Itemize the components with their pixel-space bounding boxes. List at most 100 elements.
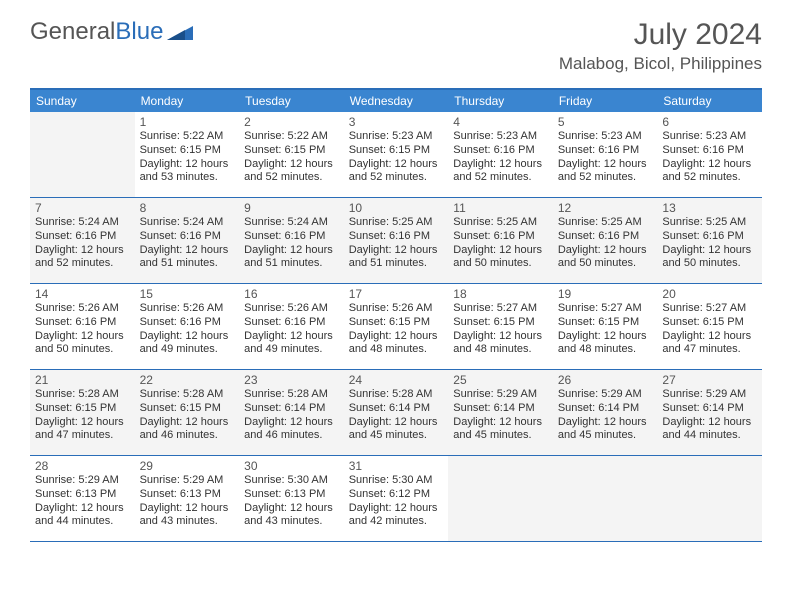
weekday-header-cell: Sunday (30, 90, 135, 112)
day-cell: 3Sunrise: 5:23 AMSunset: 6:15 PMDaylight… (344, 112, 449, 197)
sunset-text: Sunset: 6:12 PM (349, 488, 444, 502)
sunset-text: Sunset: 6:14 PM (349, 402, 444, 416)
daylight-text: Daylight: 12 hours and 50 minutes. (662, 244, 757, 272)
daylight-text: Daylight: 12 hours and 52 minutes. (35, 244, 130, 272)
day-info: Sunrise: 5:26 AMSunset: 6:16 PMDaylight:… (244, 302, 339, 357)
sunset-text: Sunset: 6:16 PM (140, 316, 235, 330)
sunset-text: Sunset: 6:15 PM (140, 402, 235, 416)
sunset-text: Sunset: 6:16 PM (244, 316, 339, 330)
day-number: 7 (35, 201, 130, 215)
sunset-text: Sunset: 6:16 PM (35, 316, 130, 330)
sunrise-text: Sunrise: 5:23 AM (349, 130, 444, 144)
daylight-text: Daylight: 12 hours and 42 minutes. (349, 502, 444, 530)
weekday-header-cell: Tuesday (239, 90, 344, 112)
sunset-text: Sunset: 6:16 PM (662, 144, 757, 158)
location-text: Malabog, Bicol, Philippines (559, 54, 762, 74)
day-info: Sunrise: 5:30 AMSunset: 6:12 PMDaylight:… (349, 474, 444, 529)
day-number: 17 (349, 287, 444, 301)
day-cell: 16Sunrise: 5:26 AMSunset: 6:16 PMDayligh… (239, 284, 344, 369)
logo-text-general: General (30, 18, 115, 46)
day-info: Sunrise: 5:27 AMSunset: 6:15 PMDaylight:… (558, 302, 653, 357)
day-number: 14 (35, 287, 130, 301)
day-cell: 15Sunrise: 5:26 AMSunset: 6:16 PMDayligh… (135, 284, 240, 369)
month-title: July 2024 (559, 18, 762, 52)
weekday-header-cell: Saturday (657, 90, 762, 112)
day-info: Sunrise: 5:25 AMSunset: 6:16 PMDaylight:… (453, 216, 548, 271)
sunrise-text: Sunrise: 5:27 AM (662, 302, 757, 316)
day-cell: 26Sunrise: 5:29 AMSunset: 6:14 PMDayligh… (553, 370, 658, 455)
daylight-text: Daylight: 12 hours and 48 minutes. (558, 330, 653, 358)
day-info: Sunrise: 5:28 AMSunset: 6:15 PMDaylight:… (140, 388, 235, 443)
day-cell: 17Sunrise: 5:26 AMSunset: 6:15 PMDayligh… (344, 284, 449, 369)
day-number: 18 (453, 287, 548, 301)
day-info: Sunrise: 5:29 AMSunset: 6:13 PMDaylight:… (140, 474, 235, 529)
day-number: 15 (140, 287, 235, 301)
day-number: 8 (140, 201, 235, 215)
sunrise-text: Sunrise: 5:30 AM (349, 474, 444, 488)
day-info: Sunrise: 5:26 AMSunset: 6:16 PMDaylight:… (140, 302, 235, 357)
day-cell: 7Sunrise: 5:24 AMSunset: 6:16 PMDaylight… (30, 198, 135, 283)
day-number: 5 (558, 115, 653, 129)
sunrise-text: Sunrise: 5:28 AM (349, 388, 444, 402)
weekday-header-cell: Thursday (448, 90, 553, 112)
day-cell: 14Sunrise: 5:26 AMSunset: 6:16 PMDayligh… (30, 284, 135, 369)
daylight-text: Daylight: 12 hours and 45 minutes. (558, 416, 653, 444)
sunset-text: Sunset: 6:16 PM (349, 230, 444, 244)
day-info: Sunrise: 5:22 AMSunset: 6:15 PMDaylight:… (244, 130, 339, 185)
sunrise-text: Sunrise: 5:23 AM (662, 130, 757, 144)
sunset-text: Sunset: 6:13 PM (35, 488, 130, 502)
sunrise-text: Sunrise: 5:26 AM (35, 302, 130, 316)
day-info: Sunrise: 5:28 AMSunset: 6:14 PMDaylight:… (349, 388, 444, 443)
week-row: 28 Sunrise: 5:29 AMSunset: 6:13 PMDayligh… (30, 456, 762, 542)
day-number: 1 (140, 115, 235, 129)
sunrise-text: Sunrise: 5:28 AM (244, 388, 339, 402)
day-number: 26 (558, 373, 653, 387)
day-cell: 23Sunrise: 5:28 AMSunset: 6:14 PMDayligh… (239, 370, 344, 455)
day-cell: 1Sunrise: 5:22 AMSunset: 6:15 PMDaylight… (135, 112, 240, 197)
sunrise-text: Sunrise: 5:30 AM (244, 474, 339, 488)
day-info: Sunrise: 5:24 AMSunset: 6:16 PMDaylight:… (35, 216, 130, 271)
daylight-text: Daylight: 12 hours and 49 minutes. (140, 330, 235, 358)
day-info: Sunrise: 5:27 AMSunset: 6:15 PMDaylight:… (662, 302, 757, 357)
day-cell: 12Sunrise: 5:25 AMSunset: 6:16 PMDayligh… (553, 198, 658, 283)
day-info: Sunrise: 5:25 AMSunset: 6:16 PMDaylight:… (662, 216, 757, 271)
day-info: Sunrise: 5:24 AMSunset: 6:16 PMDaylight:… (140, 216, 235, 271)
daylight-text: Daylight: 12 hours and 48 minutes. (349, 330, 444, 358)
sunrise-text: Sunrise: 5:27 AM (558, 302, 653, 316)
daylight-text: Daylight: 12 hours and 52 minutes. (662, 158, 757, 186)
day-cell: 19Sunrise: 5:27 AMSunset: 6:15 PMDayligh… (553, 284, 658, 369)
daylight-text: Daylight: 12 hours and 51 minutes. (244, 244, 339, 272)
daylight-text: Daylight: 12 hours and 43 minutes. (140, 502, 235, 530)
sunrise-text: Sunrise: 5:23 AM (558, 130, 653, 144)
sunset-text: Sunset: 6:14 PM (558, 402, 653, 416)
sunset-text: Sunset: 6:16 PM (244, 230, 339, 244)
day-number: 9 (244, 201, 339, 215)
daylight-text: Daylight: 12 hours and 52 minutes. (453, 158, 548, 186)
daylight-text: Daylight: 12 hours and 48 minutes. (453, 330, 548, 358)
sunrise-text: Sunrise: 5:29 AM (453, 388, 548, 402)
day-number: 24 (349, 373, 444, 387)
day-cell: 5Sunrise: 5:23 AMSunset: 6:16 PMDaylight… (553, 112, 658, 197)
sunset-text: Sunset: 6:15 PM (558, 316, 653, 330)
sunrise-text: Sunrise: 5:24 AM (35, 216, 130, 230)
sunrise-text: Sunrise: 5:22 AM (244, 130, 339, 144)
sunrise-text: Sunrise: 5:25 AM (558, 216, 653, 230)
sunset-text: Sunset: 6:15 PM (349, 144, 444, 158)
empty-day-cell (30, 112, 135, 197)
daylight-text: Daylight: 12 hours and 53 minutes. (140, 158, 235, 186)
day-cell: 25Sunrise: 5:29 AMSunset: 6:14 PMDayligh… (448, 370, 553, 455)
day-cell: 22Sunrise: 5:28 AMSunset: 6:15 PMDayligh… (135, 370, 240, 455)
day-info: Sunrise: 5:26 AMSunset: 6:16 PMDaylight:… (35, 302, 130, 357)
daylight-text: Daylight: 12 hours and 51 minutes. (349, 244, 444, 272)
day-number: 29 (140, 459, 235, 473)
daylight-text: Daylight: 12 hours and 43 minutes. (244, 502, 339, 530)
week-row: 21Sunrise: 5:28 AMSunset: 6:15 PMDayligh… (30, 370, 762, 456)
empty-day-cell (553, 456, 658, 541)
sunrise-text: Sunrise: 5:28 AM (140, 388, 235, 402)
day-number: 28 (35, 459, 130, 473)
day-info: Sunrise: 5:29 AMSunset: 6:14 PMDaylight:… (453, 388, 548, 443)
day-info: Sunrise: 5:23 AMSunset: 6:15 PMDaylight:… (349, 130, 444, 185)
daylight-text: Daylight: 12 hours and 50 minutes. (35, 330, 130, 358)
sunset-text: Sunset: 6:16 PM (662, 230, 757, 244)
weekday-header-cell: Monday (135, 90, 240, 112)
